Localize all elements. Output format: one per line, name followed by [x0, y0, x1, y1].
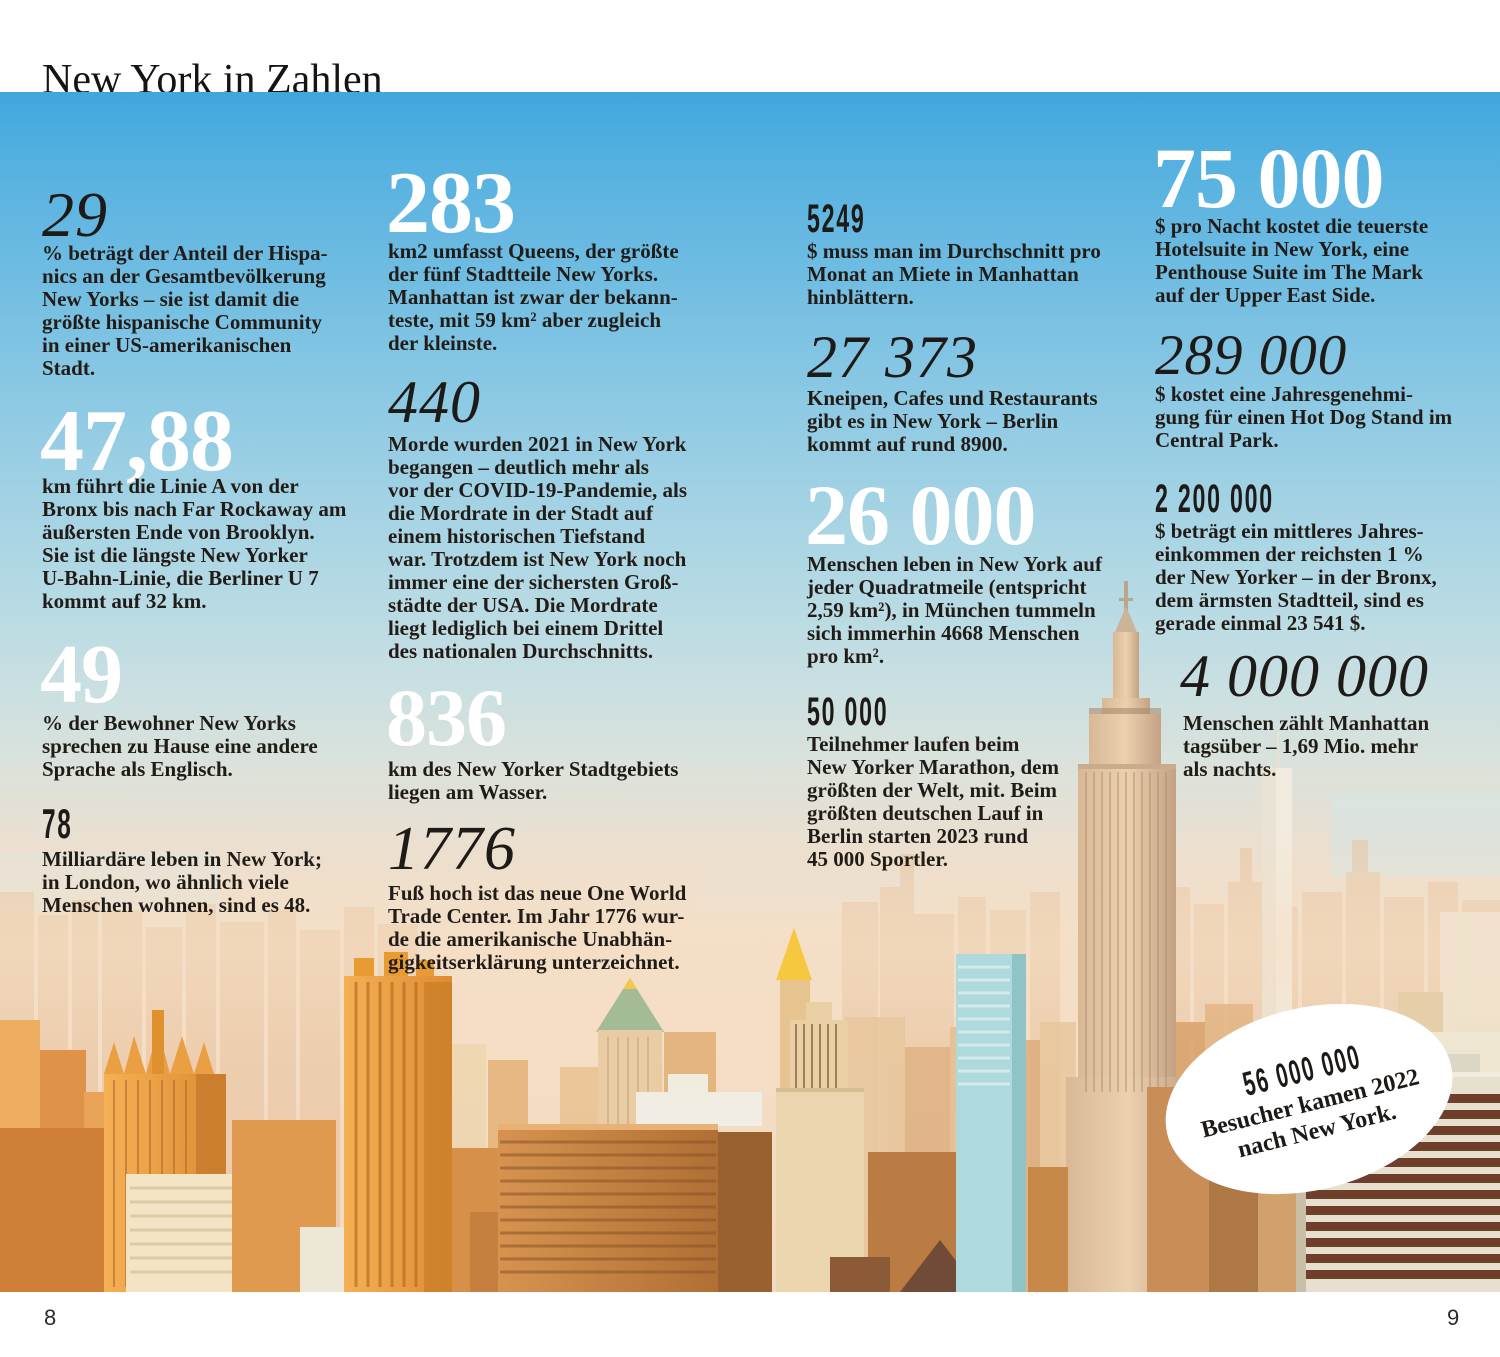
- stat-number: 78: [42, 803, 95, 846]
- stat-text: % beträgt der Anteil der Hispa- nics an …: [42, 241, 328, 380]
- stat-number: 289 000: [1155, 324, 1348, 387]
- page-number-right: 9: [1447, 1305, 1460, 1330]
- stat-number-digits: 2 200 000: [1155, 477, 1274, 521]
- stat-number: 1776: [388, 815, 516, 883]
- stat-number: 2 200 000: [1155, 479, 1360, 519]
- stat-number: 49: [40, 628, 123, 721]
- stat-number: 29: [42, 179, 108, 250]
- stat-number: 836: [386, 672, 507, 763]
- stat-text: Fuß hoch ist das neue One World Trade Ce…: [388, 881, 687, 974]
- stat-number: 5249: [807, 199, 908, 239]
- stat-text: $ kostet eine Jahresgenehmi- gung für ei…: [1155, 382, 1453, 452]
- stat-number: 283: [386, 155, 516, 252]
- stat-text: Morde wurden 2021 in New York begangen –…: [388, 432, 688, 663]
- stat-text: $ muss man im Durchschnitt pro Monat an …: [807, 239, 1101, 309]
- page-number-left: 8: [44, 1305, 57, 1330]
- skyline-photo: [0, 92, 1500, 1292]
- stat-text: Teilnehmer laufen beim New Yorker Marath…: [807, 732, 1059, 871]
- stat-text: Kneipen, Cafes und Restaurants gibt es i…: [807, 386, 1098, 456]
- stat-number-digits: 5249: [807, 197, 866, 241]
- stat-text: km führt die Linie A von der Bronx bis n…: [42, 474, 347, 613]
- stat-number-digits: 50 000: [807, 690, 889, 734]
- stat-text: km des New Yorker Stadtgebiets liegen am…: [388, 757, 679, 804]
- stat-text: Menschen zählt Manhattan tagsüber – 1,69…: [1183, 711, 1430, 781]
- stat-text: $ pro Nacht kostet die teuerste Hotelsui…: [1155, 214, 1429, 307]
- stat-number: 4 000 000: [1180, 643, 1429, 709]
- stat-number: 50 000: [807, 692, 947, 732]
- stat-text: $ beträgt ein mittleres Jahres- einkomme…: [1155, 519, 1437, 635]
- stat-text: Milliardäre leben in New York; in London…: [42, 847, 322, 917]
- stat-number: 26 000: [805, 467, 1036, 563]
- stat-number: 27 373: [807, 324, 978, 390]
- stat-number: 75 000: [1153, 130, 1384, 226]
- stat-number: 47,88: [40, 393, 234, 490]
- stat-text: % der Bewohner New Yorks sprechen zu Hau…: [42, 711, 318, 781]
- stat-text: Menschen leben in New York auf jeder Qua…: [807, 552, 1102, 668]
- stat-text: km2 umfasst Queens, der größte der fünf …: [388, 239, 679, 355]
- skyline-illustration: [0, 581, 1500, 1292]
- stat-number: 440: [388, 369, 481, 435]
- stat-number-digits: 78: [42, 800, 73, 847]
